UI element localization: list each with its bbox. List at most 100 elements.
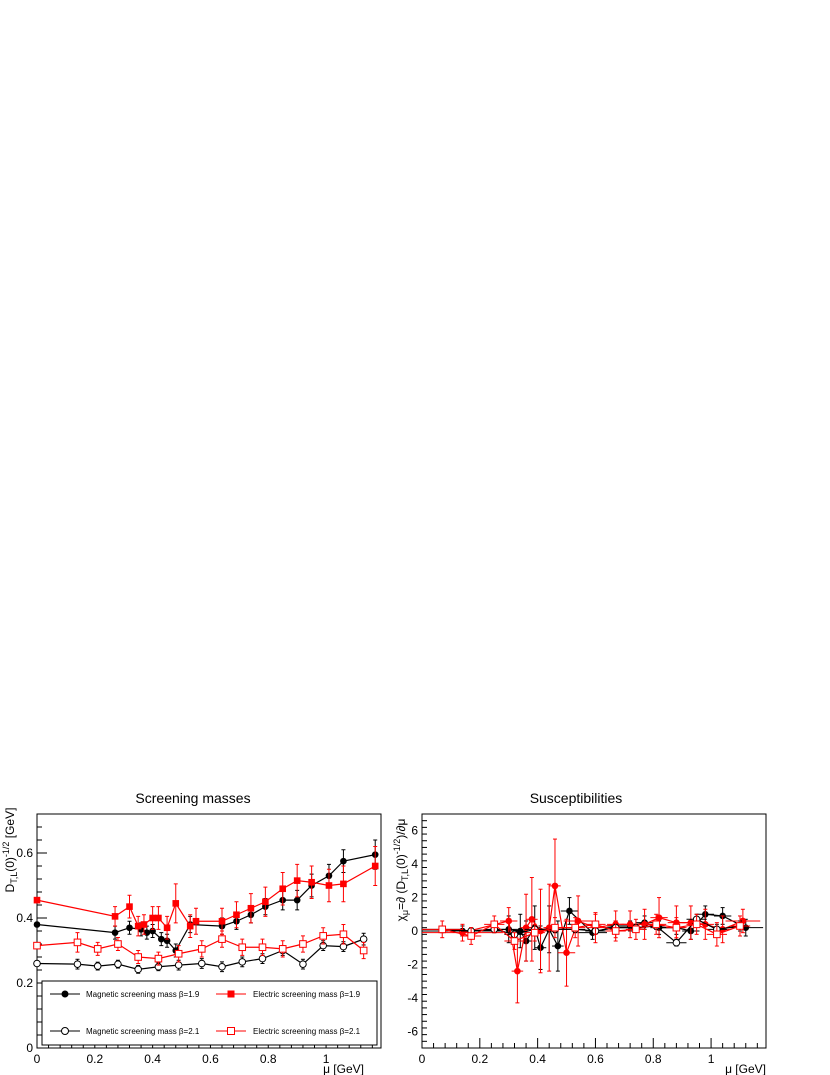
left-series-3 [33,924,368,966]
left-data-point [359,935,368,943]
right-data-point [563,949,570,957]
left-data-point [111,913,119,920]
right-data-point [510,937,519,945]
left-data-point [218,962,226,971]
right-y-tick-label: 2 [411,891,418,905]
right-x-tick-label: 0.8 [645,1052,662,1066]
svg-text:Electric screening mass β=1.9: Electric screening mass β=1.9 [253,990,361,999]
left-x-tick-label: 0.2 [86,1052,103,1066]
right-plot-area: 0 0.2 0.4 0.6 0.8 1 -6 -4 -2 0 2 4 6 [407,813,767,1066]
left-data-point [238,958,247,966]
left-data-point [371,862,379,870]
left-data-point [73,960,82,968]
left-chart-title: Screening masses [135,790,250,806]
left-data-point [111,929,119,936]
left-data-point [134,965,142,974]
left-series-line [36,938,364,970]
right-data-point [467,932,475,940]
svg-text:Electric screening mass β=2.1: Electric screening mass β=2.1 [253,1027,361,1036]
left-x-tick-label: 1 [323,1052,330,1066]
svg-text:Magnetic screening mass β=2.1: Magnetic screening mass β=2.1 [86,1027,200,1036]
right-data-point [551,882,559,890]
left-data-point [174,961,183,969]
right-y-tick-label: -4 [407,991,418,1005]
left-data-point [134,922,142,930]
left-data-point [140,921,148,928]
left-data-point [134,953,142,961]
left-data-point [278,945,287,953]
right-data-point [591,920,600,929]
right-x-tick-label: 0 [419,1052,426,1066]
left-series-1 [33,846,379,940]
legend-box [41,980,378,1046]
right-data-point [528,916,536,923]
left-data-point [258,943,267,952]
left-data-point [158,935,165,943]
left-data-point [308,878,315,886]
left-data-point [93,945,102,953]
left-data-point [218,917,226,925]
left-y-tick-label: 0.2 [16,976,33,990]
left-data-point [325,882,333,889]
left-data-point [299,960,307,968]
right-data-point [672,938,681,947]
left-y-tick-label: 0.6 [16,846,33,860]
right-x-axis-label: μ [GeV] [725,1062,766,1075]
left-data-point [174,949,183,958]
right-data-point [713,930,721,939]
left-y-tick-label: 0 [26,1041,33,1055]
left-data-point [197,945,206,953]
left-data-point [293,877,301,884]
right-series-1 [422,838,761,1004]
left-data-point [238,943,247,952]
left-data-point [233,911,240,919]
right-x-tick-label: 0.4 [529,1052,546,1066]
svg-text:χμ=∂ (DT,L(0)-1/2)/∂μ: χμ=∂ (DT,L(0)-1/2)/∂μ [392,819,410,922]
left-data-point [218,935,226,943]
right-data-point [655,914,663,921]
left-x-tick-label: 0 [34,1052,41,1066]
legend-entry-magnetic-1.9: Magnetic screening mass β=1.9 [50,990,200,999]
right-data-point [566,907,573,915]
left-data-point [154,954,163,963]
right-x-tick-label: 0.6 [587,1052,604,1066]
legend-entry-electric-2.1: Electric screening mass β=2.1 [216,1027,361,1036]
left-plot-area: 0 0.2 0.4 0.6 0.8 1 0 0.2 0.4 0.6 [16,813,382,1066]
left-series-line [36,933,365,960]
left-data-point [149,914,156,922]
right-y-axis-label: χμ=∂ (DT,L(0)-1/2)/∂μ [392,819,410,922]
left-data-point [339,930,348,939]
left-data-point [33,959,41,968]
right-y-tick-label: 4 [411,857,418,871]
left-data-point [186,922,194,930]
left-data-point [126,903,133,910]
left-data-point [114,960,122,968]
left-data-point [247,904,255,912]
right-data-point [672,923,681,932]
left-x-axis-label: μ [GeV] [323,1062,364,1075]
right-y-tick-label: 0 [411,924,418,938]
left-data-point [299,940,307,948]
right-series-3 [422,913,751,950]
right-y-tick-label: -2 [407,957,418,971]
left-series-line [36,865,376,929]
right-data-point [626,921,634,928]
right-data-point [736,922,744,930]
left-data-point [340,880,347,888]
left-data-point [163,924,171,932]
right-chart-title: Susceptibilities [530,790,623,806]
left-data-point [73,938,82,947]
right-data-point [438,925,447,934]
right-data-point [530,928,539,937]
right-x-tick-label: 1 [708,1052,715,1066]
left-series-2 [33,932,368,974]
left-y-axis-label: DT,L(0)-1/2 [GeV] [1,808,19,893]
left-data-point [93,962,102,970]
right-data-point [551,923,559,932]
right-x-tick-label: 0.2 [471,1052,488,1066]
left-data-point [114,940,122,948]
svg-text:DT,L(0)-1/2 [GeV]: DT,L(0)-1/2 [GeV] [1,808,19,893]
left-data-point [192,917,200,925]
left-data-point [172,900,180,907]
left-data-point [262,898,269,906]
